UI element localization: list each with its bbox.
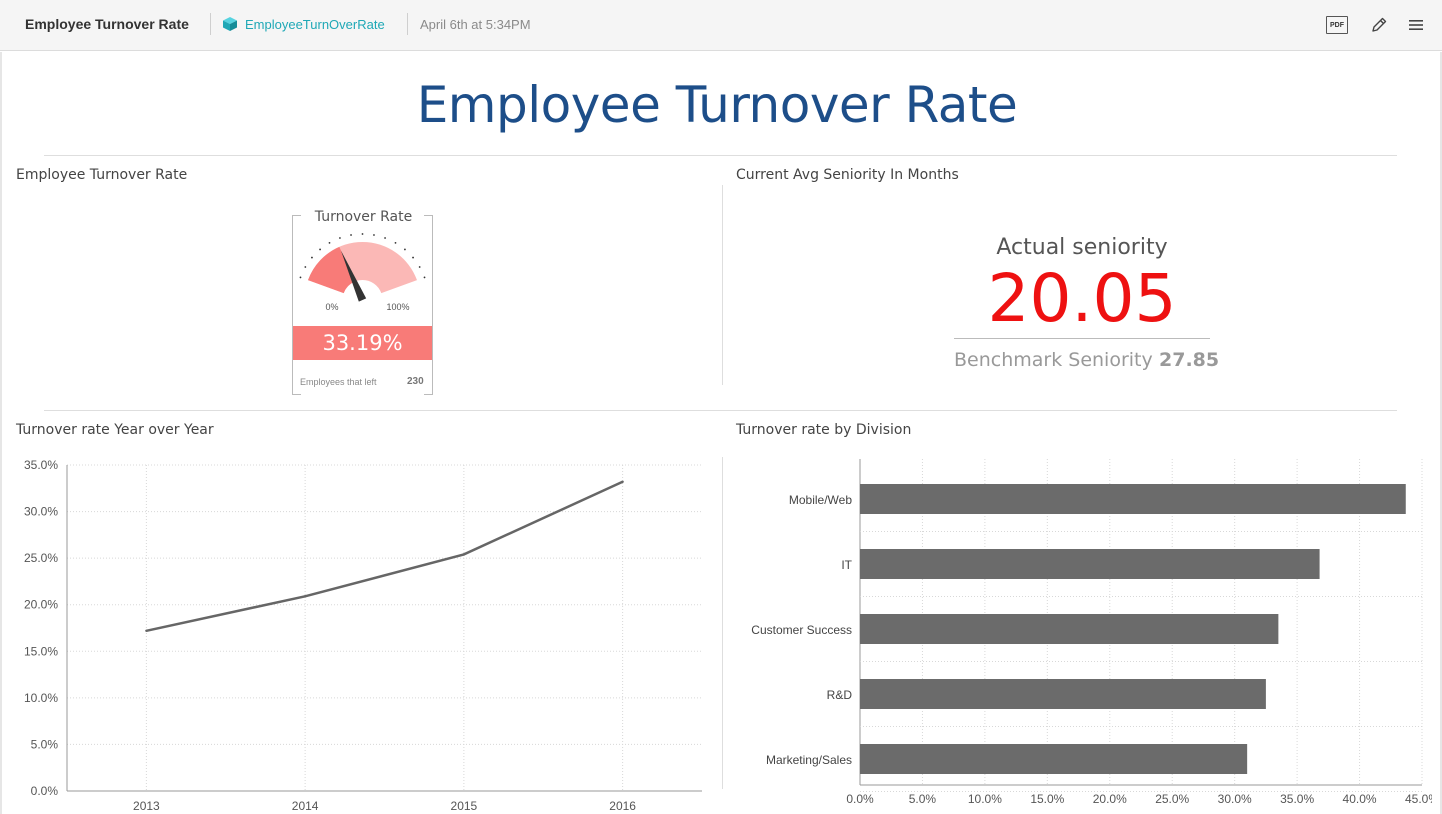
category-label: Marketing/Sales [766,753,852,767]
gauge-min-label: 0% [325,302,338,312]
y-tick-label: 10.0% [24,691,58,705]
category-label: IT [841,558,852,572]
y-tick-label: 30.0% [24,505,58,519]
top-bar: Employee Turnover Rate EmployeeTurnOverR… [0,0,1442,51]
kpi-benchmark-label: Benchmark Seniority [954,349,1153,371]
x-tick-label: 10.0% [968,792,1002,806]
divider [954,338,1210,339]
divider [44,410,1397,411]
gauge-tick [361,233,364,235]
gauge-card: Turnover Rate [292,209,433,395]
x-tick-label: 30.0% [1218,792,1252,806]
gauge-tick [328,241,331,244]
bar [860,484,1406,514]
category-label: R&D [827,688,853,702]
gauge-tick [404,248,406,251]
x-tick-label: 2016 [609,799,636,813]
y-tick-label: 0.0% [31,784,59,798]
line-point [462,553,466,556]
edit-button[interactable] [1368,14,1390,36]
gauge-tick [423,276,426,279]
divider [407,13,408,35]
line-point [303,595,307,598]
gauge-title: Turnover Rate [314,209,413,225]
gauge-tick [339,237,341,239]
bar-chart: 0.0% 5.0% 10.0% 15.0% 20.0% 25.0% 30.0% 35.0% 40… [751,459,1432,806]
divider [722,185,723,385]
gauge-tick [319,248,321,251]
pdf-export-button[interactable]: PDF [1326,14,1348,36]
pdf-icon: PDF [1326,16,1348,34]
gauge-tick [418,266,421,268]
x-tick-label: 2014 [292,799,319,813]
gauge-value: 33.19% [293,326,432,360]
bar-widget-title: Turnover rate by Division [736,422,912,438]
divider [210,13,211,35]
bar [860,744,1248,774]
gauge-tick [394,241,397,244]
gauge-ticks [299,233,426,279]
gauge-footer-label: Employees that left [300,377,377,387]
last-updated-timestamp: April 6th at 5:34PM [420,17,531,32]
line-series [146,480,624,633]
x-tick-label: 2015 [451,799,478,813]
cube-icon [223,17,237,31]
kpi-benchmark-value: 27.85 [1159,349,1220,371]
kpi-widget-title: Current Avg Seniority In Months [736,167,959,183]
gauge-max-label: 100% [386,302,409,312]
x-tick-label: 20.0% [1093,792,1127,806]
y-tick-label: 35.0% [24,458,58,472]
dashboard-name: Employee Turnover Rate [25,16,189,32]
line-point [145,629,148,632]
gauge-tick [350,234,352,236]
bar [860,679,1266,709]
gauge-needle [340,250,367,302]
category-label: Mobile/Web [789,493,852,507]
x-tick-label: 35.0% [1280,792,1314,806]
gauge-tick [311,256,313,259]
category-label: Customer Success [751,623,852,637]
line-chart: 0.0% 5.0% 10.0% 15.0% 20.0% 25.0% 30.0% 35.0% 20… [24,458,702,813]
x-tick-label: 25.0% [1155,792,1189,806]
x-tick-label: 2013 [133,799,160,813]
hamburger-menu-icon [1409,20,1423,30]
y-tick-label: 20.0% [24,598,58,612]
gauge-tick [412,256,414,259]
gauge-footer-value: 230 [407,376,424,387]
gauge-chart: 0% 100% [299,233,426,312]
menu-button[interactable] [1405,14,1427,36]
x-tick-label: 5.0% [909,792,937,806]
kpi-value: 20.05 [987,260,1177,337]
gauge-fill [307,246,355,294]
bar [860,549,1320,579]
x-tick-label: 45.0% [1405,792,1432,806]
line-widget-title: Turnover rate Year over Year [16,422,214,438]
y-tick-label: 25.0% [24,551,58,565]
y-tick-label: 5.0% [31,737,59,751]
divider [722,457,723,789]
dashboard-canvas: Employee Turnover Rate Employee Turnover… [0,52,1442,814]
bar [860,614,1279,644]
x-tick-label: 40.0% [1343,792,1377,806]
gauge-tick [373,234,375,236]
dashboard-title: Employee Turnover Rate [416,76,1018,134]
datasource-link[interactable]: EmployeeTurnOverRate [245,17,385,32]
pencil-icon [1372,17,1387,32]
y-tick-label: 15.0% [24,644,58,658]
divider [44,155,1397,156]
line-point [621,480,624,483]
kpi-label: Actual seniority [996,235,1168,260]
gauge-tick [299,276,302,279]
x-tick-label: 15.0% [1030,792,1064,806]
gauge-widget-title: Employee Turnover Rate [16,167,188,183]
x-tick-label: 0.0% [846,792,874,806]
gauge-tick [384,237,386,239]
gauge-tick [304,266,307,268]
